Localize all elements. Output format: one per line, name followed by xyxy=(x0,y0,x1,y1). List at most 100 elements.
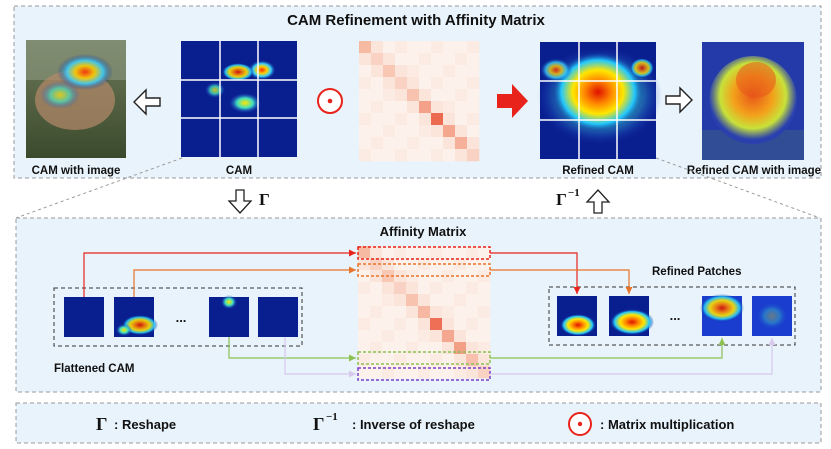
matrix-cell xyxy=(406,354,419,367)
matrix-cell xyxy=(406,366,419,379)
red-arrow-right-icon xyxy=(497,84,528,118)
flattened-patch-3 xyxy=(209,295,249,337)
matrix-cell xyxy=(370,258,383,271)
matrix-cell xyxy=(467,137,480,150)
matrix-cell xyxy=(455,137,468,150)
matrix-cell xyxy=(467,77,480,90)
matrix-cell xyxy=(454,318,467,331)
matrix-cell xyxy=(418,282,431,295)
matrix-cell xyxy=(419,65,432,78)
matrix-cell xyxy=(430,366,443,379)
matrix-cell xyxy=(394,318,407,331)
matrix-cell xyxy=(371,137,384,150)
matrix-cell xyxy=(478,282,491,295)
matrix-cell xyxy=(358,294,371,307)
affinity-matrix-bottom xyxy=(358,246,491,379)
matrix-cell xyxy=(430,342,443,355)
matrix-cell xyxy=(454,342,467,355)
matrix-cell xyxy=(478,294,491,307)
matrix-cell xyxy=(394,366,407,379)
arrow-lavender-in xyxy=(284,337,356,378)
matrix-cell xyxy=(454,270,467,283)
flattened-cam-box xyxy=(53,287,303,347)
matrix-cell xyxy=(430,246,443,259)
matrix-cell xyxy=(442,246,455,259)
matrix-cell xyxy=(430,306,443,319)
matrix-cell xyxy=(478,330,491,343)
matrix-cell xyxy=(394,246,407,259)
hollow-arrow-up-icon xyxy=(585,189,611,214)
matrix-cell xyxy=(467,89,480,102)
matrix-cell xyxy=(442,282,455,295)
matrix-cell xyxy=(395,89,408,102)
matrix-cell xyxy=(359,89,372,102)
matrix-cell xyxy=(371,77,384,90)
matrix-cell xyxy=(395,65,408,78)
matrix-cell xyxy=(419,53,432,66)
matrix-cell xyxy=(383,137,396,150)
matrix-cell xyxy=(431,65,444,78)
matrix-cell xyxy=(467,65,480,78)
matrix-cell xyxy=(395,77,408,90)
matrix-cell xyxy=(383,89,396,102)
matrix-cell xyxy=(431,89,444,102)
matrix-cell xyxy=(455,125,468,138)
matrix-cell xyxy=(430,282,443,295)
refined-patch-3 xyxy=(700,294,744,336)
matrix-cell xyxy=(394,354,407,367)
matrix-cell xyxy=(382,366,395,379)
matrix-cell xyxy=(370,318,383,331)
matrix-cell xyxy=(455,77,468,90)
hollow-arrow-right-icon xyxy=(665,86,693,114)
matrix-cell xyxy=(383,149,396,162)
matrix-cell xyxy=(358,246,371,259)
matrix-cell xyxy=(359,53,372,66)
matrix-cell xyxy=(383,77,396,90)
matrix-cell xyxy=(455,65,468,78)
legend-gamma-inverse-symbol: Γ xyxy=(313,414,324,434)
matrix-cell xyxy=(455,101,468,114)
matrix-cell xyxy=(431,101,444,114)
matrix-cell xyxy=(359,101,372,114)
matrix-cell xyxy=(358,366,371,379)
matrix-cell xyxy=(443,125,456,138)
matrix-cell xyxy=(383,65,396,78)
matrix-cell xyxy=(370,342,383,355)
matrix-cell xyxy=(370,294,383,307)
matrix-cell xyxy=(467,101,480,114)
matrix-cell xyxy=(395,125,408,138)
matrix-cell xyxy=(359,149,372,162)
matrix-cell xyxy=(430,354,443,367)
matrix-cell xyxy=(431,137,444,150)
matrix-cell xyxy=(358,282,371,295)
matrix-cell xyxy=(467,41,480,54)
arrow-orange-in xyxy=(133,266,356,297)
matrix-cell xyxy=(431,113,444,126)
matrix-cell xyxy=(418,330,431,343)
matrix-cell xyxy=(431,149,444,162)
matrix-cell xyxy=(406,318,419,331)
matrix-cell xyxy=(418,246,431,259)
matrix-cell xyxy=(443,101,456,114)
matrix-cell xyxy=(383,125,396,138)
arrow-green-out xyxy=(490,338,726,359)
matrix-cell xyxy=(467,113,480,126)
matrix-cell xyxy=(371,149,384,162)
matrix-cell xyxy=(454,354,467,367)
matrix-cell xyxy=(419,89,432,102)
gamma-inverse-superscript: −1 xyxy=(568,187,580,199)
matrix-cell xyxy=(370,366,383,379)
matrix-cell xyxy=(406,294,419,307)
matrix-cell xyxy=(478,366,491,379)
matrix-cell xyxy=(395,53,408,66)
matrix-cell xyxy=(455,89,468,102)
matrix-cell xyxy=(443,77,456,90)
matrix-cell xyxy=(370,306,383,319)
matrix-cell xyxy=(454,246,467,259)
matrix-cell xyxy=(394,330,407,343)
matrix-cell xyxy=(383,53,396,66)
matrix-cell xyxy=(442,354,455,367)
matrix-cell xyxy=(419,137,432,150)
legend-gamma-inverse-superscript: −1 xyxy=(326,411,338,423)
